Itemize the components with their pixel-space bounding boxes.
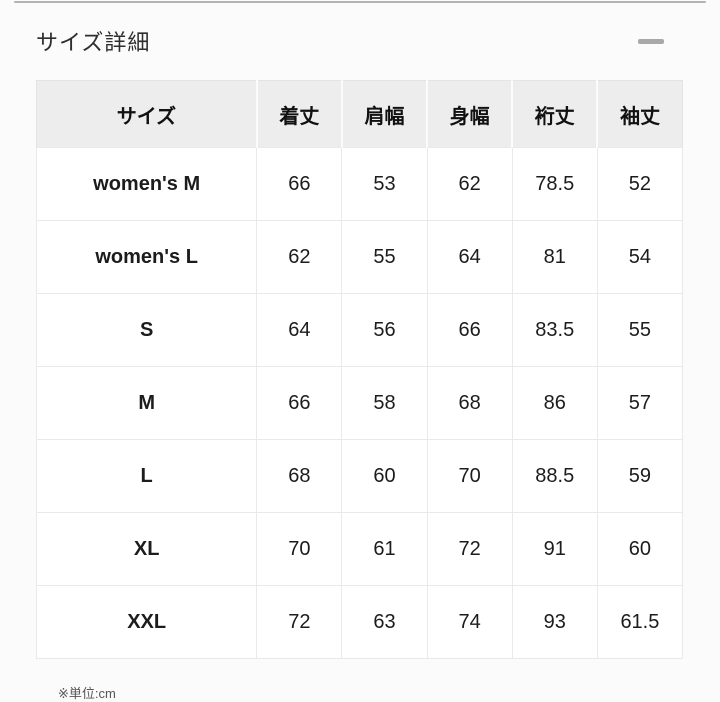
measurement-cell: 60 <box>341 439 428 513</box>
table-row: M 66 58 68 86 57 <box>35 366 684 440</box>
size-label-cell: women's L <box>35 220 258 294</box>
measurement-cell: 66 <box>256 147 343 221</box>
size-label-cell: L <box>35 439 258 513</box>
measurement-cell: 62 <box>256 220 343 294</box>
measurement-cell: 63 <box>341 585 428 659</box>
column-header-4: 裄丈 <box>511 80 598 148</box>
measurement-cell: 58 <box>341 366 428 440</box>
measurement-cell: 70 <box>256 512 343 586</box>
measurement-cell: 72 <box>256 585 343 659</box>
table-row: women's L 62 55 64 81 54 <box>35 220 684 294</box>
column-header-0: サイズ <box>35 80 257 148</box>
measurement-cell: 57 <box>596 366 684 440</box>
table-row: XL 70 61 72 91 60 <box>35 512 684 586</box>
measurement-cell: 52 <box>596 147 684 221</box>
measurement-cell: 70 <box>426 439 513 513</box>
measurement-cell: 74 <box>426 585 513 659</box>
size-label-cell: women's M <box>35 147 258 221</box>
measurement-cell: 72 <box>426 512 513 586</box>
measurement-cell: 81 <box>511 220 598 294</box>
measurement-cell: 60 <box>596 512 684 586</box>
column-header-3: 身幅 <box>426 80 513 148</box>
measurement-cell: 54 <box>596 220 684 294</box>
table-row: L 68 60 70 88.5 59 <box>35 439 684 513</box>
size-table-footnote: ※単位:cm <box>58 686 116 701</box>
measurement-cell: 61.5 <box>596 585 684 659</box>
measurement-cell: 53 <box>341 147 428 221</box>
measurement-cell: 59 <box>596 439 684 513</box>
measurement-cell: 64 <box>426 220 513 294</box>
measurement-cell: 86 <box>511 366 598 440</box>
measurement-cell: 61 <box>341 512 428 586</box>
measurement-cell: 66 <box>256 366 343 440</box>
column-header-5: 袖丈 <box>596 80 683 148</box>
measurement-cell: 56 <box>341 293 428 367</box>
size-detail-section-header: サイズ詳細 <box>0 0 720 56</box>
column-header-1: 着丈 <box>255 80 342 148</box>
minus-icon <box>638 38 664 44</box>
size-label-cell: S <box>35 293 258 367</box>
size-table-header-row: サイズ 着丈 肩幅 身幅 裄丈 袖丈 <box>35 80 683 148</box>
measurement-cell: 93 <box>511 585 598 659</box>
size-label-cell: XXL <box>35 585 258 659</box>
table-row: women's M 66 53 62 78.5 52 <box>35 147 684 221</box>
measurement-cell: 83.5 <box>511 293 598 367</box>
section-top-divider <box>14 1 706 3</box>
measurement-cell: 64 <box>256 293 343 367</box>
measurement-cell: 68 <box>256 439 343 513</box>
table-row: S 64 56 66 83.5 55 <box>35 293 684 367</box>
section-title: サイズ詳細 <box>36 30 151 55</box>
size-label-cell: M <box>35 366 258 440</box>
size-table-wrap: サイズ 着丈 肩幅 身幅 裄丈 袖丈 women's M 66 53 62 78.5 52 women… <box>35 80 684 659</box>
collapse-accordion-button[interactable] <box>638 33 664 50</box>
column-header-2: 肩幅 <box>340 80 428 148</box>
measurement-cell: 68 <box>426 366 513 440</box>
measurement-cell: 62 <box>426 147 513 221</box>
size-label-cell: XL <box>35 512 258 586</box>
measurement-cell: 91 <box>511 512 598 586</box>
measurement-cell: 88.5 <box>511 439 598 513</box>
measurement-cell: 55 <box>341 220 428 294</box>
size-table: サイズ 着丈 肩幅 身幅 裄丈 袖丈 women's M 66 53 62 78.5 52 women… <box>35 80 684 659</box>
table-row: XXL 72 63 74 93 61.5 <box>35 585 684 659</box>
measurement-cell: 55 <box>596 293 684 367</box>
measurement-cell: 66 <box>426 293 513 367</box>
measurement-cell: 78.5 <box>511 147 598 221</box>
